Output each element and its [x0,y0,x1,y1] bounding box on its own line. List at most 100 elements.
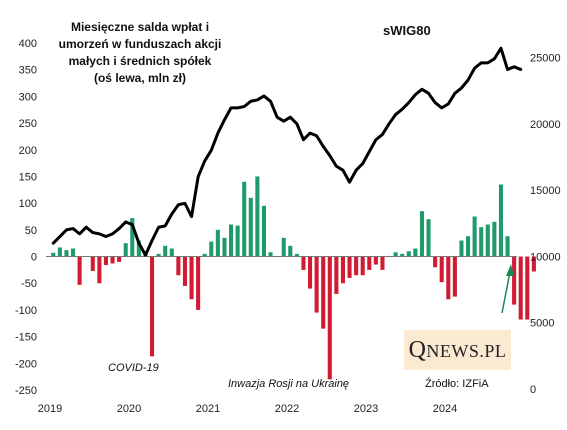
bar [492,221,497,257]
bar [314,256,319,313]
bar [498,184,503,257]
x-axis-ticks: 2019 2020 2021 2022 2023 2024 [38,403,457,415]
bar [321,256,326,329]
swig80-line [51,46,523,257]
bar [531,256,536,272]
bar [301,256,306,270]
bar [479,227,484,257]
arrow-icon [501,264,514,314]
bar [189,256,194,300]
bar [518,256,523,320]
title-line: małych i średnich spółek [69,54,212,68]
bar [419,211,424,257]
bar [308,256,313,289]
left-tick-label: 250 [19,118,37,130]
title-line: Miesięczne salda wpłat i [71,20,209,34]
bar [413,248,418,257]
bar [406,251,411,257]
left-axis-ticks: 400 350 300 250 200 150 100 50 0 -50 -100 -150 -200 -… [15,38,37,397]
bar [466,236,471,257]
right-tick-label: 10000 [530,251,561,263]
bar [77,256,82,285]
bar [209,241,214,257]
bar [393,252,398,257]
bar [117,256,122,262]
bar [268,252,273,257]
bar [202,253,207,257]
bar [215,229,220,257]
annotation-invasion: Inwazja Rosji na Ukrainę [228,378,349,390]
bar [485,224,490,257]
chart-title: Miesięczne salda wpłat i umorzeń w fundu… [59,20,222,85]
bar [57,247,62,257]
left-tick-label: 200 [19,145,37,157]
bar [288,245,293,257]
bar [103,256,108,266]
x-tick-label: 2021 [196,403,220,415]
left-tick-label: -250 [15,385,37,397]
title-line: (oś lewa, mln zł) [94,71,186,85]
right-tick-label: 25000 [530,53,561,65]
bar [433,256,438,268]
bar [373,256,378,265]
bar [196,256,201,310]
bar [97,256,102,284]
bar [51,252,56,257]
right-tick-label: 0 [530,384,536,396]
right-tick-label: 20000 [530,119,561,131]
bar [156,253,161,257]
x-tick-label: 2022 [275,403,299,415]
left-tick-label: 350 [19,65,37,77]
bar [452,256,457,297]
bar [334,256,339,294]
left-tick-label: 50 [25,225,37,237]
bar [163,245,168,257]
bar [248,197,253,257]
bar [64,250,69,257]
bar [426,219,431,257]
bar [255,176,260,257]
left-tick-label: 0 [31,252,37,264]
left-tick-label: 400 [19,38,37,50]
bar [400,253,405,257]
bar [380,256,385,270]
bar [90,256,95,271]
logo-text: QNEWS.PL [408,337,507,363]
bars-group [51,176,536,380]
bar [340,256,345,284]
series-label-swig80: sWIG80 [383,23,431,38]
bar [360,256,365,276]
left-tick-label: -100 [15,305,37,317]
bar [261,205,266,257]
right-tick-label: 5000 [530,318,554,330]
bar [150,256,155,357]
bar [347,256,352,278]
left-tick-label: -50 [21,278,37,290]
bar [472,216,477,257]
bar [176,256,181,276]
bar [354,256,359,276]
left-tick-label: -150 [15,332,37,344]
left-tick-label: 300 [19,91,37,103]
x-tick-label: 2024 [433,403,457,415]
annotation-covid: COVID-19 [108,362,159,374]
bar [512,256,517,305]
bar [367,256,372,270]
bar [242,181,247,257]
bar [281,237,286,257]
bar [222,237,227,257]
bar [110,256,115,264]
bar [169,248,174,257]
right-tick-label: 15000 [530,185,561,197]
bar [71,248,76,257]
x-tick-label: 2019 [38,403,62,415]
bar [123,243,128,257]
source-label: Źródło: IZFiA [425,377,489,390]
bar [182,256,187,286]
bar [294,253,299,257]
bar [525,256,530,320]
right-axis-ticks: 25000 20000 15000 10000 5000 0 [530,53,561,397]
left-tick-label: 150 [19,172,37,184]
x-tick-label: 2023 [354,403,378,415]
